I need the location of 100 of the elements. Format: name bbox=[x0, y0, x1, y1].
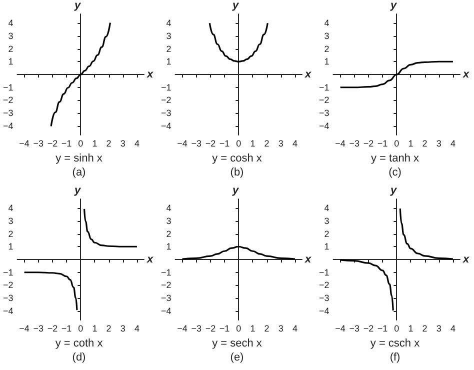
y-axis-title: y bbox=[390, 0, 398, 12]
y-tick-label: 4 bbox=[166, 203, 172, 214]
x-tick-label: 4 bbox=[450, 324, 456, 334]
x-axis-title: x bbox=[146, 254, 154, 266]
text: (d) bbox=[72, 352, 86, 364]
line-series bbox=[340, 60, 454, 88]
y-tick-label: −1 bbox=[160, 82, 172, 92]
x-tick-label: 4 bbox=[134, 324, 140, 334]
y-tick-label: 2 bbox=[166, 44, 172, 54]
x-tick-label: 4 bbox=[450, 138, 456, 148]
x-tick-label: −1 bbox=[377, 138, 388, 148]
y-tick-label: −3 bbox=[318, 293, 330, 304]
x-tick-label: 1 bbox=[408, 138, 414, 148]
text: y = sech x bbox=[212, 338, 262, 350]
text: (c) bbox=[388, 166, 402, 178]
y-tick-label: 4 bbox=[166, 18, 172, 28]
x-tick-label: 3 bbox=[278, 138, 284, 148]
text: (e) bbox=[230, 352, 244, 364]
x-tick-label: −2 bbox=[47, 324, 58, 334]
x-tick-label: −1 bbox=[61, 138, 72, 148]
y-tick-label: 4 bbox=[324, 203, 330, 214]
y-tick-label: −4 bbox=[318, 120, 330, 131]
y-tick-label: 4 bbox=[8, 203, 14, 214]
y-tick-label: 3 bbox=[324, 30, 330, 41]
text: y = tanh x bbox=[370, 152, 420, 164]
x-tick-label: 4 bbox=[292, 138, 298, 148]
y-tick-label: 3 bbox=[8, 216, 14, 226]
x-tick-label: −2 bbox=[363, 324, 374, 334]
y-tick-label: 1 bbox=[8, 56, 14, 67]
y-tick-label: −2 bbox=[160, 95, 172, 106]
y-tick-label: 3 bbox=[166, 216, 172, 226]
y-tick-label: 3 bbox=[166, 30, 172, 41]
x-tick-label: −1 bbox=[377, 324, 388, 334]
x-tick-label: 1 bbox=[250, 138, 256, 148]
y-axis-title: y bbox=[232, 184, 240, 196]
x-tick-label: 3 bbox=[120, 138, 126, 148]
x-tick-label: −3 bbox=[349, 324, 360, 334]
y-axis-title: y bbox=[74, 0, 82, 12]
y-tick-label: 1 bbox=[166, 242, 172, 252]
text: (a) bbox=[72, 166, 86, 178]
y-tick-label: 4 bbox=[8, 18, 14, 28]
text: (b) bbox=[230, 166, 244, 178]
text: y = csch x bbox=[370, 338, 420, 350]
y-tick-label: 3 bbox=[8, 30, 14, 41]
x-tick-label: 3 bbox=[120, 324, 126, 334]
x-tick-label: 2 bbox=[106, 138, 112, 148]
text: y = coth x bbox=[55, 338, 104, 350]
x-tick-label: −4 bbox=[177, 324, 188, 334]
x-tick-label: −1 bbox=[61, 324, 72, 334]
x-tick-label: 0 bbox=[236, 138, 242, 148]
x-tick-label: 0 bbox=[394, 138, 400, 148]
y-tick-label: −3 bbox=[2, 293, 14, 304]
y-tick-label: 2 bbox=[8, 44, 14, 54]
x-tick-label: −2 bbox=[205, 324, 216, 334]
line-series bbox=[50, 22, 112, 128]
line-series bbox=[208, 22, 268, 62]
y-axis-title: y bbox=[390, 184, 398, 196]
x-tick-label: 2 bbox=[422, 324, 428, 334]
x-tick-label: −4 bbox=[177, 138, 188, 148]
y-tick-label: −3 bbox=[160, 293, 172, 304]
y-tick-label: −4 bbox=[318, 306, 330, 316]
x-tick-label: −2 bbox=[47, 138, 58, 148]
y-tick-label: −2 bbox=[318, 280, 330, 290]
x-tick-label: −3 bbox=[191, 324, 202, 334]
x-axis-title: x bbox=[304, 68, 312, 80]
x-tick-label: 3 bbox=[278, 324, 284, 334]
y-axis-title: y bbox=[74, 184, 82, 196]
x-tick-label: 0 bbox=[236, 324, 242, 334]
x-axis-title: x bbox=[304, 254, 312, 266]
x-tick-label: 1 bbox=[92, 324, 98, 334]
y-tick-label: −1 bbox=[2, 82, 14, 92]
text: y = sinh x bbox=[56, 152, 103, 164]
y-tick-label: 1 bbox=[324, 56, 330, 67]
x-tick-label: 0 bbox=[394, 324, 400, 334]
x-tick-label: 0 bbox=[78, 138, 84, 148]
text: (f) bbox=[390, 352, 400, 364]
x-tick-label: 1 bbox=[408, 324, 414, 334]
y-tick-label: 1 bbox=[324, 242, 330, 252]
x-tick-label: −3 bbox=[33, 138, 44, 148]
x-tick-label: 2 bbox=[264, 324, 270, 334]
x-tick-label: 0 bbox=[78, 324, 84, 334]
y-tick-label: −1 bbox=[318, 82, 330, 92]
y-tick-label: 3 bbox=[324, 216, 330, 226]
x-tick-label: 2 bbox=[264, 138, 270, 148]
text: y = cosh x bbox=[212, 152, 262, 164]
x-tick-label: 1 bbox=[92, 138, 98, 148]
y-tick-label: −1 bbox=[2, 267, 14, 278]
y-tick-label: −2 bbox=[2, 95, 14, 106]
x-tick-label: 3 bbox=[436, 138, 442, 148]
y-tick-label: 2 bbox=[8, 228, 14, 239]
x-axis-title: x bbox=[462, 68, 470, 80]
x-tick-label: 2 bbox=[422, 138, 428, 148]
y-tick-label: 2 bbox=[324, 44, 330, 54]
y-tick-label: −3 bbox=[160, 108, 172, 118]
y-tick-label: −3 bbox=[2, 108, 14, 118]
y-tick-label: −4 bbox=[2, 120, 14, 131]
y-tick-label: −2 bbox=[160, 280, 172, 290]
y-tick-label: −4 bbox=[160, 306, 172, 316]
y-tick-label: 1 bbox=[8, 242, 14, 252]
y-tick-label: 4 bbox=[324, 18, 330, 28]
